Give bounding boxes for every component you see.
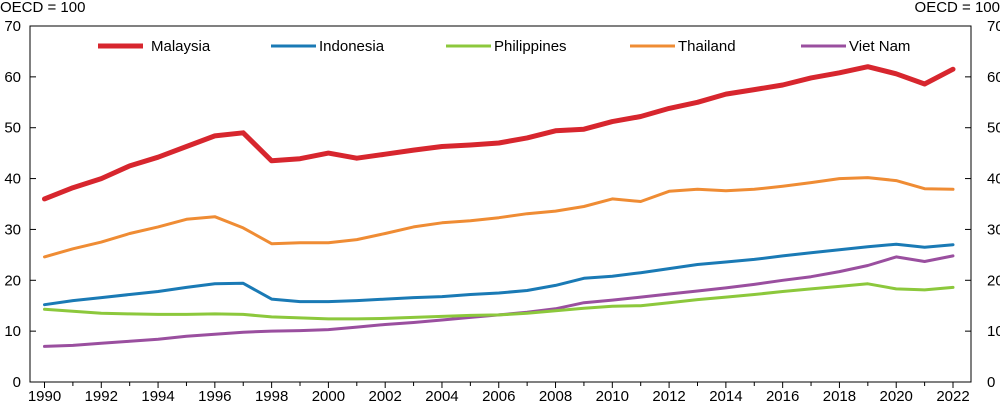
left-axis-unit: OECD = 100 [0,0,85,16]
y-tick-label-left: 40 [4,171,21,188]
x-tick-label: 1994 [141,388,174,404]
x-tick-label: 2018 [823,388,856,404]
x-tick-label: 2020 [880,388,913,404]
series-line-thailand [43,176,955,259]
right-axis-unit: OECD = 100 [915,0,1000,16]
legend-item-philippines: Philippines [446,38,567,55]
y-tick-label-right: 60 [987,69,1000,86]
y-axis-right: 0 10 20 30 40 50 60 70 [965,18,1000,391]
y-tick-label-right: 20 [987,272,1000,289]
x-tick-label: 1998 [255,388,288,404]
y-tick-label-left: 0 [13,374,21,391]
x-axis: 1990 1992 1994 1996 1998 2000 2002 2004 2006 2008… [28,382,970,404]
x-tick-label: 2004 [425,388,458,404]
x-tick-label: 2000 [312,388,345,404]
legend-label: Viet Nam [849,38,910,55]
x-tick-label: 1990 [28,388,61,404]
legend-label: Malaysia [151,38,211,55]
x-tick-label: 2014 [709,388,742,404]
plot-area-frame [29,25,972,383]
y-axis-left: 0 10 20 30 40 50 60 70 [4,18,36,391]
series-layer [42,64,956,348]
y-tick-label-right: 10 [987,323,1000,340]
y-tick-label-left: 60 [4,69,21,86]
legend-label: Indonesia [319,38,385,55]
legend-item-viet-nam: Viet Nam [801,38,910,55]
y-tick-label-right: 40 [987,171,1000,188]
series-line-viet-nam [43,254,955,348]
x-tick-label: 2006 [482,388,515,404]
x-tick-label: 2016 [766,388,799,404]
legend-label: Thailand [678,38,736,55]
y-tick-label-left: 20 [4,272,21,289]
x-tick-label: 2008 [539,388,572,404]
series-line-malaysia [42,64,956,202]
legend-item-thailand: Thailand [630,38,736,55]
legend-item-indonesia: Indonesia [271,38,385,55]
series-line-indonesia [43,242,955,307]
y-tick-label-left: 30 [4,221,21,238]
x-tick-label: 1992 [85,388,118,404]
x-tick-label: 2002 [369,388,402,404]
y-tick-label-right: 70 [987,18,1000,35]
x-tick-label: 2022 [936,388,969,404]
legend-label: Philippines [494,38,567,55]
y-tick-label-left: 70 [4,18,21,35]
x-tick-label: 2012 [652,388,685,404]
y-tick-label-left: 50 [4,120,21,137]
y-tick-label-left: 10 [4,323,21,340]
legend-item-malaysia: Malaysia [98,38,211,55]
series-line-philippines [43,282,955,321]
x-tick-label: 1996 [198,388,231,404]
x-tick-label: 2010 [596,388,629,404]
y-tick-label-right: 30 [987,221,1000,238]
y-tick-label-right: 0 [987,374,995,391]
legend: Malaysia Indonesia Philippines Thailand Viet… [98,38,910,55]
y-tick-label-right: 50 [987,120,1000,137]
